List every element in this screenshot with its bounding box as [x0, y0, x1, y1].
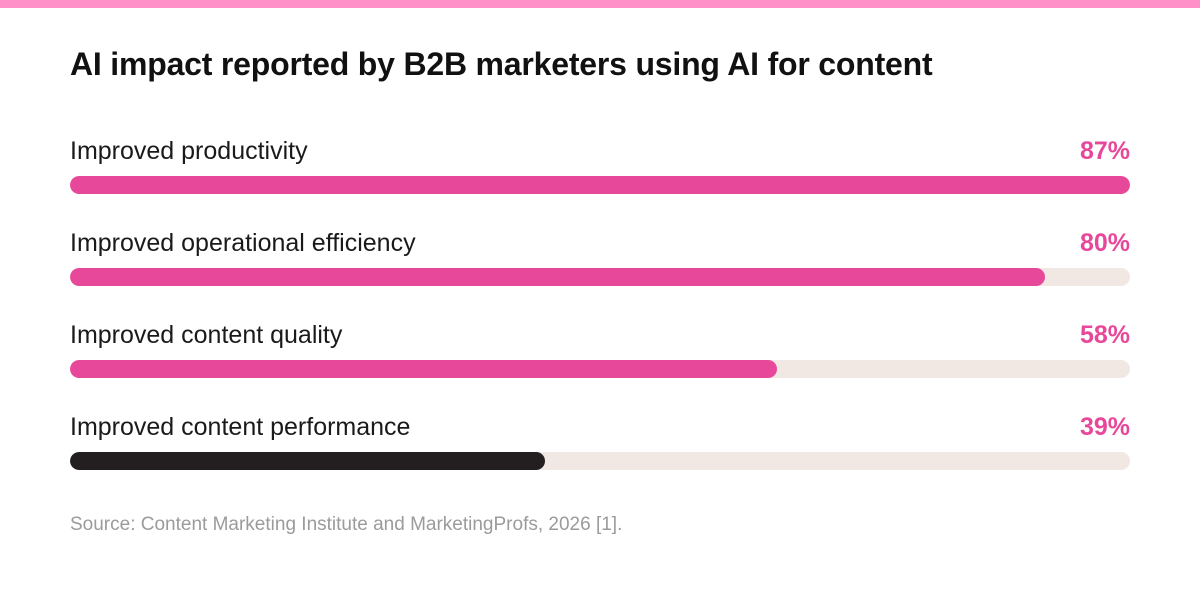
bar-value-label: 87%	[1079, 137, 1130, 165]
bar	[70, 268, 1045, 286]
bar	[70, 176, 1130, 194]
bar	[70, 452, 545, 470]
source-note: Source: Content Marketing Institute and …	[70, 514, 623, 535]
bar-label: Improved content quality	[70, 321, 343, 349]
bar-value-label: 39%	[1079, 413, 1130, 441]
bar-row: Improved operational efficiency 80%	[70, 225, 1130, 317]
bar-chart: Improved productivity 87% Improved opera…	[70, 133, 1130, 501]
bar-row: Improved productivity 87%	[70, 133, 1130, 225]
bar-track	[70, 452, 1130, 470]
bar-row: Improved content quality 58%	[70, 317, 1130, 409]
bar-track	[70, 268, 1130, 286]
bar	[70, 360, 777, 378]
bar-label: Improved productivity	[70, 137, 308, 165]
bar-value-label: 80%	[1079, 229, 1130, 257]
bar-label: Improved content performance	[70, 413, 411, 441]
chart-title: AI impact reported by B2B marketers usin…	[70, 46, 933, 82]
top-accent-stripe	[0, 0, 1200, 8]
bar-value-label: 58%	[1079, 321, 1130, 349]
bar-label: Improved operational efficiency	[70, 229, 416, 257]
bar-track	[70, 176, 1130, 194]
bar-track	[70, 360, 1130, 378]
bar-row: Improved content performance 39%	[70, 409, 1130, 501]
